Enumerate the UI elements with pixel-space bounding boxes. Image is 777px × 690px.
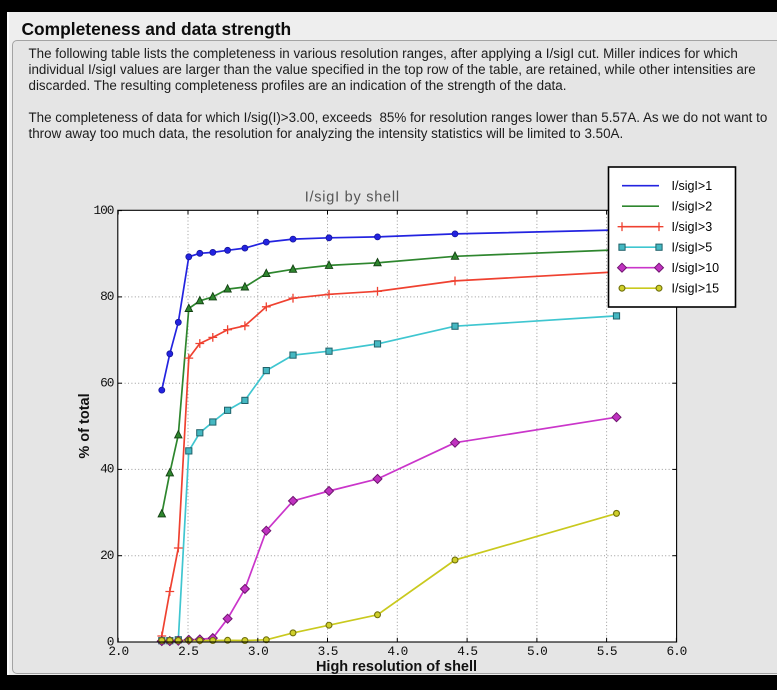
svg-text:5.5: 5.5 — [597, 644, 617, 659]
svg-text:I/sigI>1: I/sigI>1 — [672, 179, 713, 193]
svg-text:0: 0 — [107, 634, 114, 649]
svg-text:I/sigI>15: I/sigI>15 — [672, 282, 720, 296]
svg-text:I/sigI by shell: I/sigI by shell — [305, 189, 400, 205]
svg-text:80: 80 — [100, 289, 114, 304]
svg-text:I/sigI>10: I/sigI>10 — [672, 261, 720, 275]
svg-text:100: 100 — [94, 203, 114, 218]
svg-text:4.0: 4.0 — [387, 644, 407, 659]
svg-text:60: 60 — [100, 376, 114, 391]
svg-text:6.0: 6.0 — [667, 644, 687, 659]
svg-text:5.0: 5.0 — [527, 644, 547, 659]
svg-text:High resolution of shell: High resolution of shell — [316, 659, 477, 675]
svg-text:40: 40 — [100, 462, 114, 477]
svg-text:I/sigI>2: I/sigI>2 — [672, 200, 713, 214]
svg-text:2.5: 2.5 — [178, 644, 198, 659]
svg-text:I/sigI>5: I/sigI>5 — [672, 241, 713, 255]
svg-text:3.0: 3.0 — [248, 644, 268, 659]
svg-text:4.5: 4.5 — [457, 644, 477, 659]
svg-text:3.5: 3.5 — [318, 644, 338, 659]
svg-text:I/sigI>3: I/sigI>3 — [672, 220, 713, 234]
svg-text:% of total: % of total — [77, 393, 93, 458]
svg-text:20: 20 — [100, 548, 114, 563]
svg-text:2.0: 2.0 — [108, 644, 128, 659]
